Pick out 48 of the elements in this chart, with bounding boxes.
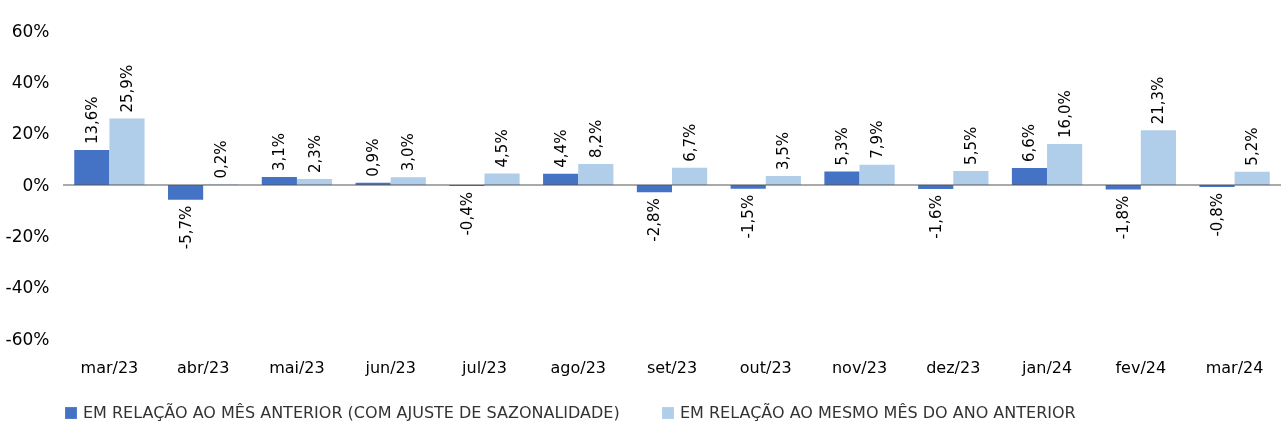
x-tick-label: dez/23 xyxy=(926,357,981,377)
data-label: 3,0% xyxy=(399,133,418,172)
x-tick-label: abr/23 xyxy=(177,357,230,377)
data-label: -1,6% xyxy=(926,195,945,239)
data-label: 6,6% xyxy=(1020,123,1039,163)
data-label: 3,5% xyxy=(774,131,793,171)
data-label: 2,3% xyxy=(305,134,324,174)
data-label: -0,4% xyxy=(457,192,476,236)
data-label: 25,9% xyxy=(117,64,136,113)
x-tick-label: set/23 xyxy=(646,357,698,377)
legend-label: EM RELAÇÃO AO MESMO MÊS DO ANO ANTERIOR xyxy=(680,403,1076,422)
data-label: -5,7% xyxy=(176,205,195,250)
y-tick-label: -20% xyxy=(5,225,50,246)
y-tick-label: 0% xyxy=(22,174,50,195)
x-tick-label: jan/24 xyxy=(1020,357,1073,377)
data-label: 6,7% xyxy=(680,123,699,162)
legend-label: EM RELAÇÃO AO MÊS ANTERIOR (COM AJUSTE DE SAZONALIDADE) xyxy=(83,403,620,422)
y-tick-label: 40% xyxy=(11,71,50,92)
x-tick-label: fev/24 xyxy=(1115,357,1167,377)
x-tick-label: jun/23 xyxy=(364,357,416,377)
data-label: 5,5% xyxy=(961,126,980,165)
data-label: 16,0% xyxy=(1055,90,1074,138)
x-tick-label: mar/24 xyxy=(1205,357,1264,377)
data-label: 3,1% xyxy=(270,132,289,172)
y-tick-label: -40% xyxy=(5,277,50,298)
data-label: -1,8% xyxy=(1114,195,1133,240)
data-label: 8,2% xyxy=(586,119,605,158)
y-tick-label: -60% xyxy=(5,328,50,349)
x-tick-label: mai/23 xyxy=(269,357,325,377)
data-label: -2,8% xyxy=(645,198,664,242)
data-label: 0,2% xyxy=(211,140,230,179)
data-label: -1,5% xyxy=(739,194,758,239)
data-label: 4,4% xyxy=(551,129,570,168)
data-label: 21,3% xyxy=(1149,76,1168,125)
y-tick-label: 60% xyxy=(11,20,50,41)
x-tick-label: jul/23 xyxy=(461,357,507,377)
data-label: 5,2% xyxy=(1243,127,1262,166)
data-label: 5,3% xyxy=(832,127,851,166)
data-label: 13,6% xyxy=(82,96,101,145)
x-tick-label: mar/23 xyxy=(80,357,139,377)
y-tick-label: 20% xyxy=(11,123,50,144)
data-label: 0,9% xyxy=(364,138,383,177)
x-tick-label: nov/23 xyxy=(831,357,888,377)
data-label: 7,9% xyxy=(868,120,887,159)
data-label: -0,8% xyxy=(1208,193,1227,237)
data-label: 4,5% xyxy=(493,129,512,168)
x-tick-label: ago/23 xyxy=(550,357,606,377)
x-tick-label: out/23 xyxy=(739,357,792,377)
